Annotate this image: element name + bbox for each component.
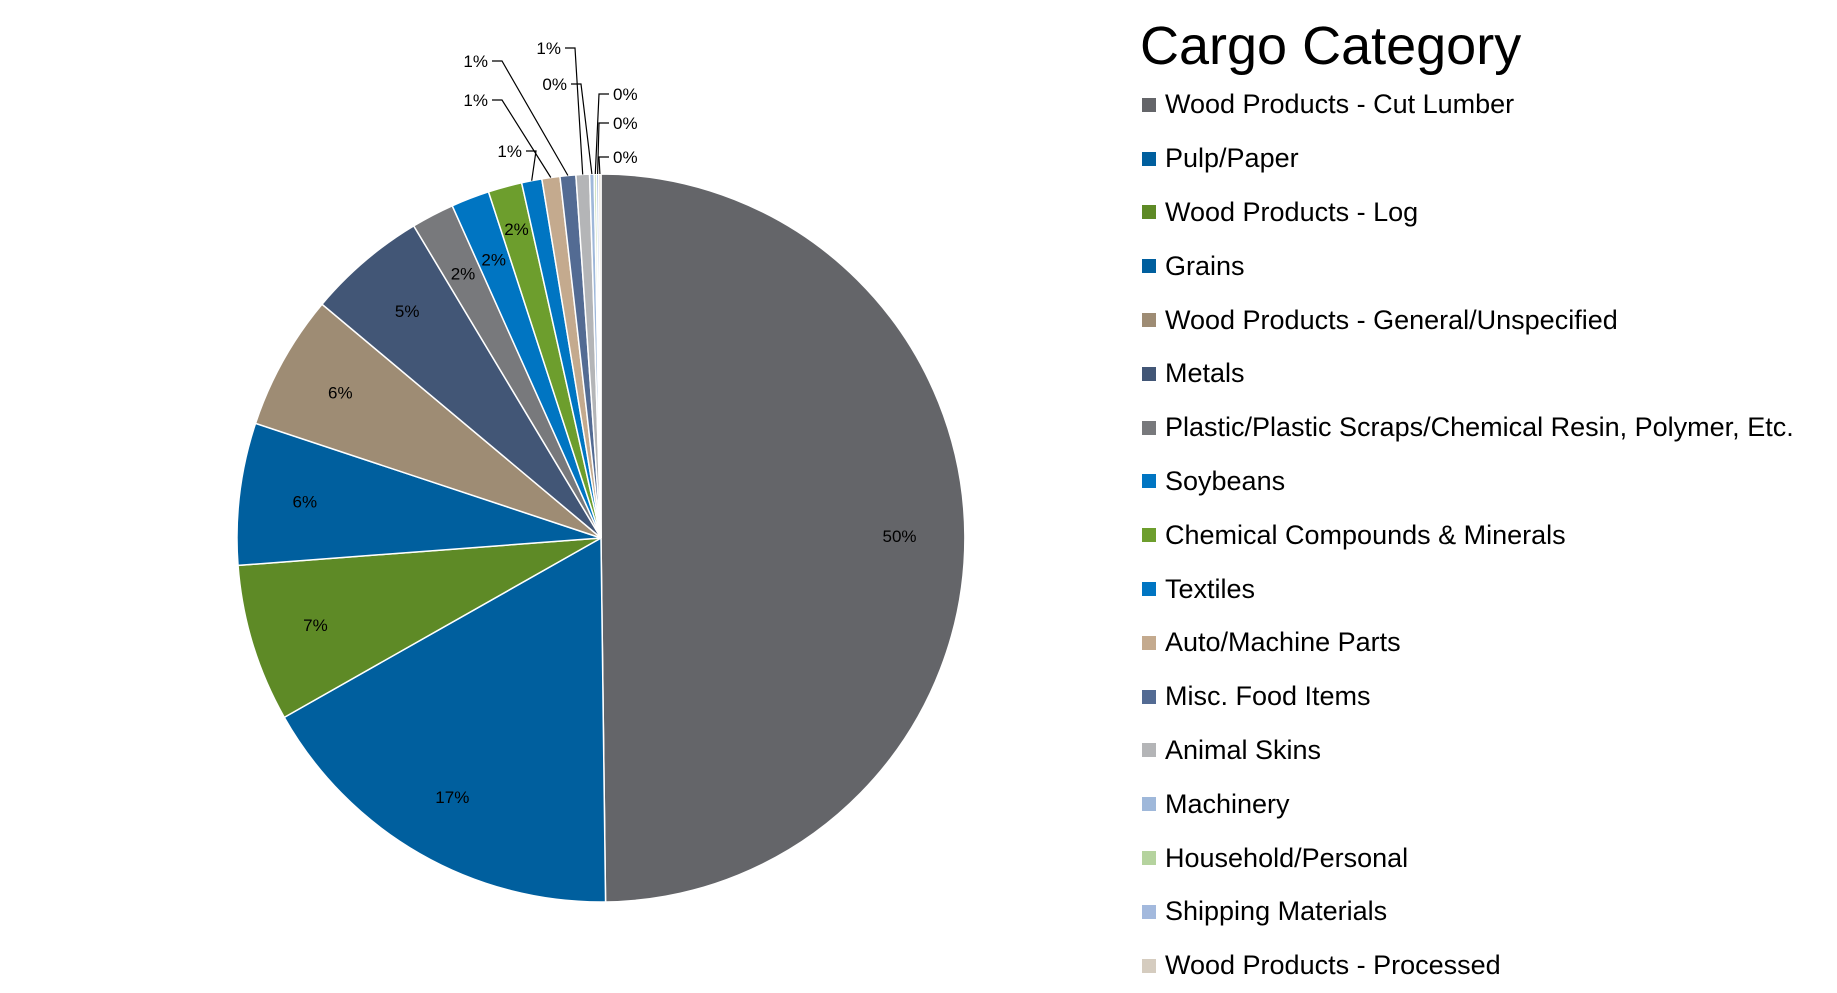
pie-slices — [236, 173, 966, 903]
data-label-metals: 5% — [395, 302, 420, 321]
legend-item-misc-food-items: Misc. Food Items — [1138, 670, 1828, 724]
leader-line-wood-products-processed — [598, 156, 609, 175]
legend-label: Wood Products - Processed — [1165, 950, 1501, 981]
legend-item-metals: Metals — [1138, 347, 1828, 401]
pie-slice-grains — [236, 422, 602, 567]
data-label-machinery: 0% — [542, 75, 567, 94]
leader-line-shipping-materials — [597, 122, 609, 175]
data-label-shipping-materials: 0% — [613, 114, 638, 133]
legend-item-plastic-plastic-scraps-chemical-resin-polymer-etc: Plastic/Plastic Scraps/Chemical Resin, P… — [1138, 401, 1828, 455]
data-label-textiles: 1% — [497, 142, 522, 161]
legend-swatch — [1142, 97, 1156, 112]
legend-swatch — [1142, 420, 1156, 435]
legend-swatch — [1142, 851, 1156, 866]
legend-item-textiles: Textiles — [1138, 562, 1828, 616]
legend-item-wood-products-log: Wood Products - Log — [1138, 186, 1828, 240]
legend-swatch — [1142, 259, 1156, 274]
leader-line-misc-food-items — [492, 60, 569, 176]
legend-label: Shipping Materials — [1165, 896, 1388, 927]
pie-slice-wood-products-log — [237, 537, 602, 719]
legend-label: Soybeans — [1165, 465, 1286, 496]
data-label-wood-products-processed: 0% — [613, 148, 638, 167]
data-label-soybeans: 2% — [481, 251, 506, 270]
data-label-household-personal: 0% — [613, 85, 638, 104]
leader-line-machinery — [571, 83, 593, 175]
legend-label: Wood Products - General/Unspecified — [1165, 304, 1618, 335]
legend-swatch — [1142, 904, 1156, 919]
leader-line-auto-machine-parts — [492, 99, 552, 178]
legend-item-shipping-materials: Shipping Materials — [1138, 885, 1828, 939]
legend-item-wood-products-processed: Wood Products - Processed — [1138, 939, 1828, 993]
legend-label: Pulp/Paper — [1165, 143, 1299, 174]
legend-swatch — [1142, 582, 1156, 597]
data-label-wood-products-cut-lumber: 50% — [882, 527, 916, 546]
leader-line-animal-skins — [565, 47, 584, 175]
data-label-chemical-compounds-minerals: 2% — [504, 220, 529, 239]
legend-swatch — [1142, 151, 1156, 166]
legend-swatch — [1142, 743, 1156, 758]
legend-item-auto-machine-parts: Auto/Machine Parts — [1138, 616, 1828, 670]
legend-label: Animal Skins — [1165, 734, 1322, 765]
data-label-misc-food-items: 1% — [463, 52, 488, 71]
legend-label: Grains — [1165, 250, 1245, 281]
legend-item-soybeans: Soybeans — [1138, 455, 1828, 509]
pie-slice-wood-products-cut-lumber — [600, 173, 966, 903]
data-label-wood-products-general-unspecified: 6% — [328, 384, 353, 403]
legend-item-machinery: Machinery — [1138, 777, 1828, 831]
legend-swatch — [1142, 797, 1156, 812]
legend-item-pulp-paper: Pulp/Paper — [1138, 132, 1828, 186]
legend-label: Household/Personal — [1165, 842, 1409, 873]
legend-swatch — [1142, 366, 1156, 381]
legend-item-household-personal: Household/Personal — [1138, 831, 1828, 885]
legend-item-chemical-compounds-minerals: Chemical Compounds & Minerals — [1138, 508, 1828, 562]
legend-item-grains: Grains — [1138, 239, 1828, 293]
legend-label: Misc. Food Items — [1165, 681, 1371, 712]
legend-swatch — [1142, 635, 1156, 650]
legend-item-animal-skins: Animal Skins — [1138, 724, 1828, 778]
legend-label: Machinery — [1165, 788, 1290, 819]
legend: Cargo Category Wood Products - Cut Lumbe… — [1138, 14, 1828, 993]
data-label-pulp-paper: 17% — [435, 788, 469, 807]
leader-line-textiles — [526, 150, 537, 181]
legend-item-wood-products-cut-lumber: Wood Products - Cut Lumber — [1138, 78, 1828, 132]
legend-label: Auto/Machine Parts — [1165, 627, 1401, 658]
data-label-grains: 6% — [293, 493, 318, 512]
data-label-plastic-plastic-scraps-chemical-resin-polymer-etc: 2% — [451, 264, 476, 283]
legend-title: Cargo Category — [1140, 16, 1522, 76]
leader-lines — [492, 47, 609, 181]
pie-slice-pulp-paper — [283, 536, 607, 903]
pie-slice-wood-products-general-unspecified — [254, 303, 602, 539]
data-labels: 50% 17% 7% 6% 6% 5% 2% 2% 2% 1% 1% 1% 1% 0% 0% 0% 0% — [293, 39, 917, 807]
data-label-animal-skins: 1% — [536, 39, 561, 58]
legend-swatch — [1142, 474, 1156, 489]
pie-slice-wood-products-processed — [597, 173, 602, 539]
legend-swatch — [1142, 689, 1156, 704]
legend-label: Chemical Compounds & Minerals — [1165, 519, 1566, 550]
legend-label: Wood Products - Cut Lumber — [1165, 89, 1515, 120]
legend-label: Textiles — [1165, 573, 1256, 604]
data-label-wood-products-log: 7% — [303, 616, 328, 635]
legend-swatch — [1142, 313, 1156, 328]
legend-swatch — [1142, 958, 1156, 973]
legend-item-wood-products-general-unspecified: Wood Products - General/Unspecified — [1138, 293, 1828, 347]
legend-items: Wood Products - Cut Lumber Pulp/Paper Wood… — [1138, 78, 1828, 993]
data-label-auto-machine-parts: 1% — [463, 91, 488, 110]
legend-swatch — [1142, 528, 1156, 543]
leader-line-household-personal — [594, 93, 609, 175]
legend-swatch — [1142, 205, 1156, 220]
legend-label: Plastic/Plastic Scraps/Chemical Resin, P… — [1165, 412, 1794, 443]
legend-label: Wood Products - Log — [1165, 196, 1419, 227]
legend-label: Metals — [1165, 358, 1245, 389]
